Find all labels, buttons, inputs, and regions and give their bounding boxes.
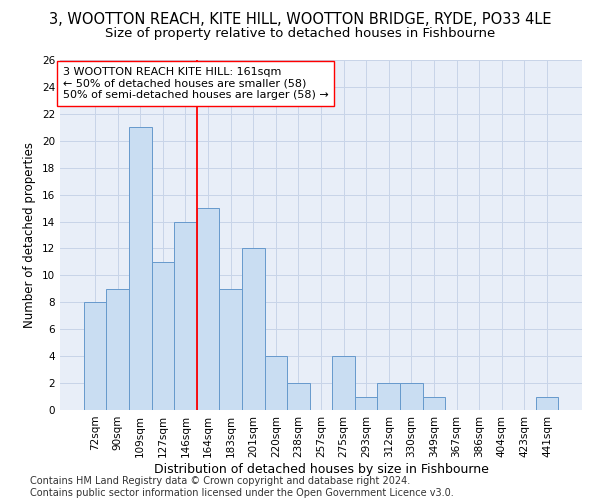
Text: 3, WOOTTON REACH, KITE HILL, WOOTTON BRIDGE, RYDE, PO33 4LE: 3, WOOTTON REACH, KITE HILL, WOOTTON BRI… — [49, 12, 551, 28]
Bar — [287, 383, 310, 410]
Bar — [84, 302, 106, 410]
Bar — [242, 248, 265, 410]
Text: 3 WOOTTON REACH KITE HILL: 161sqm
← 50% of detached houses are smaller (58)
50% : 3 WOOTTON REACH KITE HILL: 161sqm ← 50% … — [62, 67, 328, 100]
Bar — [332, 356, 355, 410]
Bar — [152, 262, 174, 410]
Text: Contains HM Land Registry data © Crown copyright and database right 2024.
Contai: Contains HM Land Registry data © Crown c… — [30, 476, 454, 498]
Bar — [536, 396, 558, 410]
Bar — [129, 128, 152, 410]
Bar — [422, 396, 445, 410]
Bar — [355, 396, 377, 410]
Text: Size of property relative to detached houses in Fishbourne: Size of property relative to detached ho… — [105, 28, 495, 40]
Bar — [106, 289, 129, 410]
Bar — [174, 222, 197, 410]
Bar — [377, 383, 400, 410]
Bar — [220, 289, 242, 410]
Y-axis label: Number of detached properties: Number of detached properties — [23, 142, 37, 328]
Bar — [265, 356, 287, 410]
Bar — [400, 383, 422, 410]
Bar — [197, 208, 220, 410]
X-axis label: Distribution of detached houses by size in Fishbourne: Distribution of detached houses by size … — [154, 462, 488, 475]
